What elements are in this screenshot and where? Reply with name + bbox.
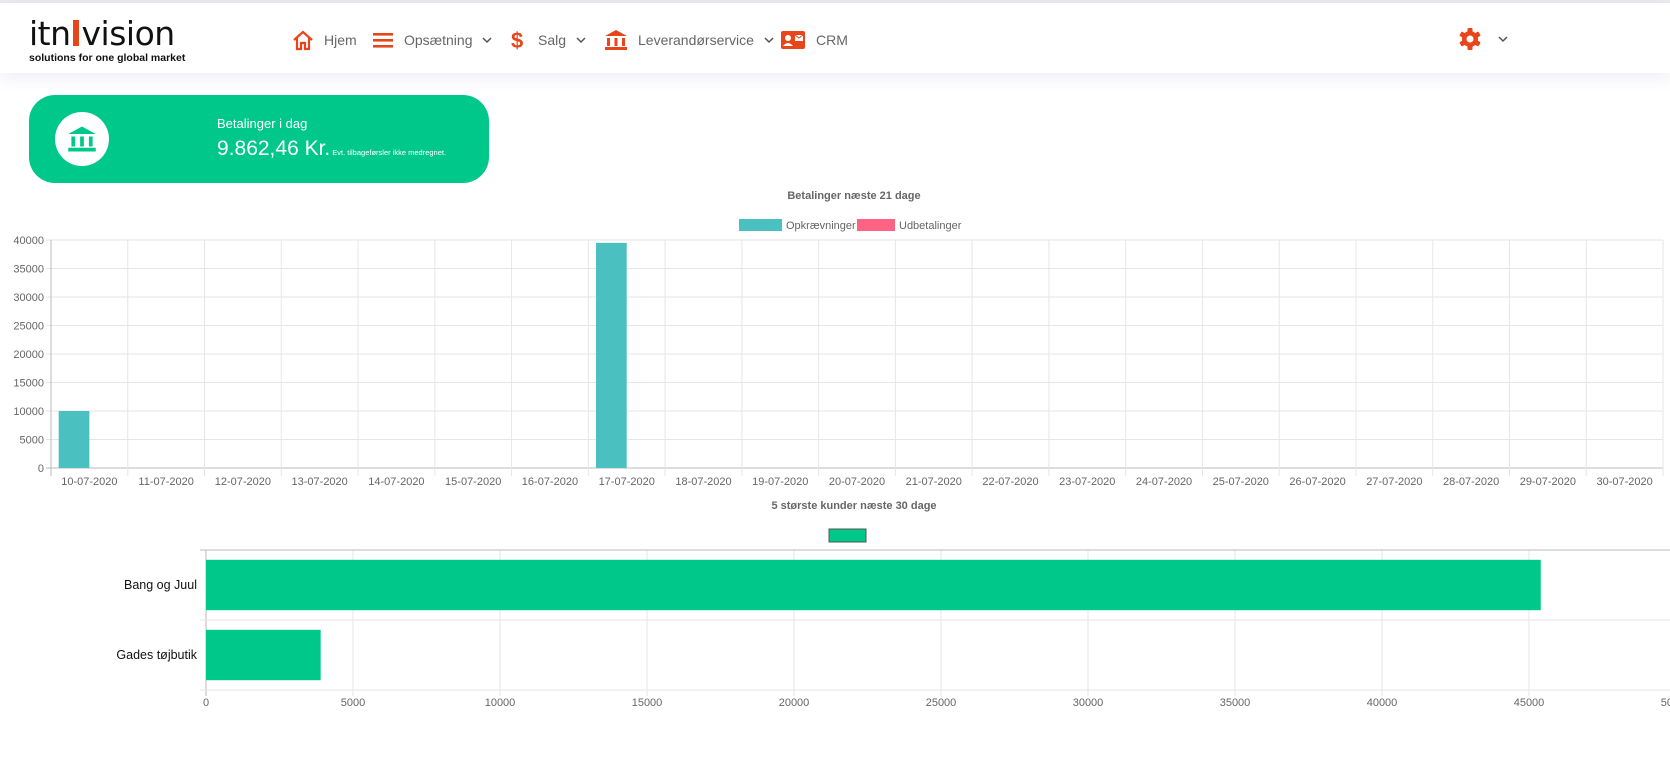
x-tick-label: 26-07-2020 [1289, 476, 1345, 488]
x-tick-label: 25000 [926, 697, 957, 709]
bar-Gades tøjbutik [206, 629, 321, 681]
nav-crm[interactable]: CRM [780, 25, 848, 55]
logo-text-left: itn [29, 14, 71, 53]
nav-label: Leverandørservice [638, 32, 754, 48]
x-tick-label: 21-07-2020 [906, 476, 962, 488]
y-tick-label: 25000 [13, 321, 44, 333]
x-tick-label: 19-07-2020 [752, 476, 808, 488]
x-tick-label: 5000 [341, 697, 365, 709]
x-tick-label: 15-07-2020 [445, 476, 501, 488]
y-tick-label: 35000 [13, 264, 44, 276]
y-tick-label: 30000 [13, 292, 44, 304]
chart2-title: 5 største kunder næste 30 dage [771, 500, 936, 512]
y-tick-label: 5000 [20, 435, 44, 447]
card-title: Betalinger i dag [217, 116, 308, 131]
bar-opkrævninger-10-07-2020 [58, 411, 90, 468]
bank-icon [605, 30, 627, 50]
card-note: Evt. tilbageførsler ikke medregnet. [332, 148, 447, 157]
nav-leverandorservice[interactable]: Leverandørservice [604, 25, 774, 55]
legend-swatch-opkraevninger[interactable] [739, 219, 782, 231]
y-tick-label: 0 [38, 463, 44, 475]
bar-opkrævninger-17-07-2020 [596, 242, 627, 468]
chart2-legend-swatch[interactable] [828, 528, 867, 543]
bank-icon [55, 112, 109, 166]
x-tick-label: 18-07-2020 [675, 476, 731, 488]
x-tick-label: 30000 [1073, 697, 1104, 709]
x-tick-label: 12-07-2020 [215, 476, 271, 488]
menu-icon [373, 33, 393, 48]
gear-icon[interactable] [1458, 27, 1482, 51]
x-tick-label: 10-07-2020 [61, 476, 117, 488]
x-tick-label: 20-07-2020 [829, 476, 885, 488]
chevron-down-icon [576, 37, 586, 44]
nav-label: Opsætning [404, 32, 473, 48]
x-tick-label: 20000 [779, 697, 810, 709]
chevron-down-icon [764, 37, 774, 44]
y-category-label: Gades tøjbutik [116, 648, 197, 662]
nav-opsaetning[interactable]: Opsætning [372, 25, 493, 55]
x-tick-label: 35000 [1220, 697, 1251, 709]
y-category-label: Bang og Juul [124, 578, 197, 592]
legend-label[interactable]: Opkrævninger [786, 220, 856, 232]
x-tick-label: 25-07-2020 [1213, 476, 1269, 488]
nav-label: Hjem [324, 32, 357, 48]
dollar-icon: $ [511, 28, 523, 52]
chart1-title: Betalinger næste 21 dage [787, 190, 920, 202]
logo-text-right: vision [81, 14, 176, 53]
nav-label: Salg [538, 32, 567, 48]
x-tick-label: 14-07-2020 [368, 476, 424, 488]
x-tick-label: 10000 [485, 697, 516, 709]
card-amount: 9.862,46 Kr. Evt. tilbageførsler ikke med… [217, 137, 446, 161]
x-tick-label: 23-07-2020 [1059, 476, 1115, 488]
top-navbar: itn vision solutions for one global marke… [0, 3, 1670, 73]
x-tick-label: 29-07-2020 [1520, 476, 1576, 488]
nav-salg[interactable]: $ Salg [508, 25, 586, 55]
x-tick-label: 22-07-2020 [982, 476, 1038, 488]
svg-text:$: $ [511, 28, 523, 52]
legend-swatch-udbetalinger[interactable] [857, 219, 895, 231]
x-tick-label: 50000 [1661, 697, 1670, 709]
y-tick-label: 10000 [13, 406, 44, 418]
chart1-legend: Opkrævninger Udbetalinger [739, 219, 962, 232]
home-icon [293, 30, 313, 51]
x-tick-label: 24-07-2020 [1136, 476, 1192, 488]
chevron-down-icon[interactable] [1498, 35, 1508, 43]
top-border [0, 0, 1670, 3]
logo-tagline: solutions for one global market [29, 52, 186, 64]
y-tick-label: 40000 [13, 235, 44, 247]
x-tick-label: 28-07-2020 [1443, 476, 1499, 488]
x-tick-label: 45000 [1514, 697, 1545, 709]
x-tick-label: 15000 [632, 697, 663, 709]
y-tick-label: 15000 [13, 378, 44, 390]
x-tick-label: 0 [203, 697, 209, 709]
x-tick-label: 17-07-2020 [599, 476, 655, 488]
nav-label: CRM [816, 32, 848, 48]
nav-hjem[interactable]: Hjem [292, 25, 357, 55]
x-tick-label: 16-07-2020 [522, 476, 578, 488]
logo[interactable]: itn vision solutions for one global marke… [29, 17, 185, 64]
y-tick-label: 20000 [13, 349, 44, 361]
x-tick-label: 40000 [1367, 697, 1398, 709]
x-tick-label: 30-07-2020 [1596, 476, 1652, 488]
chevron-down-icon [482, 37, 493, 44]
contact-card-icon [781, 31, 805, 49]
x-tick-label: 13-07-2020 [292, 476, 348, 488]
payments-today-card: Betalinger i dag 9.862,46 Kr. Evt. tilbag… [29, 95, 489, 183]
bar-Bang og Juul [206, 559, 1541, 611]
x-tick-label: 27-07-2020 [1366, 476, 1422, 488]
amount-value: 9.862,46 Kr. [217, 137, 331, 160]
x-tick-label: 11-07-2020 [138, 476, 193, 488]
legend-label[interactable]: Udbetalinger [899, 220, 962, 232]
